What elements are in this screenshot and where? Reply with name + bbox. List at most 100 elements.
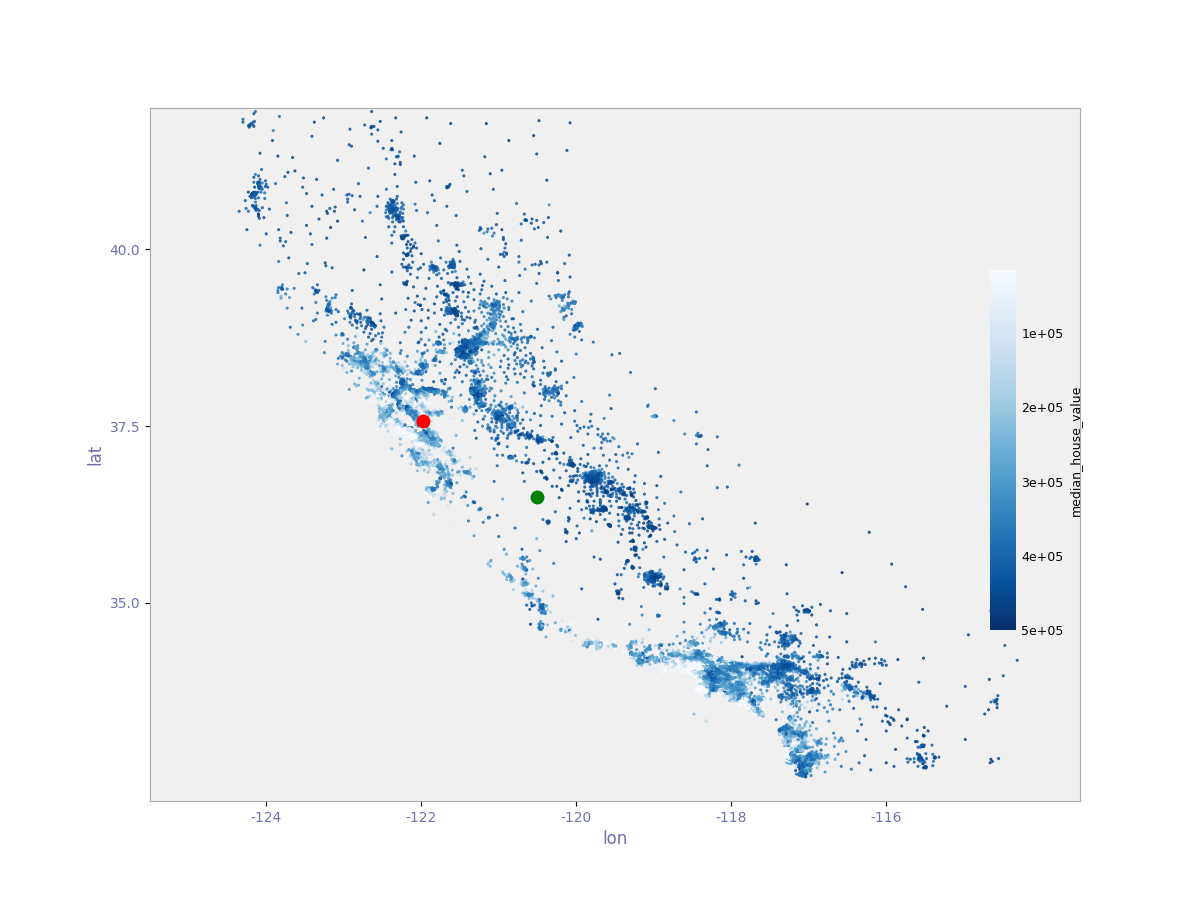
Point: [415, 416, 434, 430]
Point: [911, 754, 930, 769]
Point: [404, 393, 424, 408]
Point: [714, 670, 733, 685]
Point: [484, 310, 503, 324]
Point: [418, 482, 437, 497]
Point: [788, 758, 808, 772]
Point: [461, 341, 480, 356]
Point: [696, 652, 715, 667]
Point: [379, 400, 398, 415]
Point: [400, 400, 419, 415]
Point: [794, 766, 814, 780]
Point: [719, 669, 738, 683]
Point: [432, 302, 451, 317]
Point: [376, 363, 395, 377]
Point: [731, 684, 750, 698]
Point: [689, 663, 708, 678]
Point: [479, 252, 498, 266]
Point: [714, 671, 733, 686]
Point: [618, 446, 637, 460]
Point: [343, 188, 362, 202]
Point: [708, 660, 727, 674]
Point: [473, 337, 492, 351]
Point: [696, 662, 715, 676]
Point: [710, 669, 730, 683]
Point: [793, 760, 812, 774]
Point: [800, 756, 820, 770]
Point: [482, 221, 502, 236]
Point: [402, 426, 421, 440]
Point: [415, 413, 434, 428]
Point: [682, 665, 701, 680]
Point: [406, 410, 425, 424]
Point: [386, 149, 406, 164]
Point: [732, 678, 751, 692]
Point: [442, 476, 461, 491]
Point: [707, 673, 726, 688]
Point: [694, 660, 713, 674]
Point: [685, 653, 704, 668]
Point: [392, 393, 412, 408]
Point: [394, 252, 413, 266]
Point: [380, 351, 400, 365]
Point: [710, 617, 730, 632]
Point: [502, 418, 521, 433]
Point: [376, 403, 395, 418]
Point: [649, 568, 668, 582]
Point: [402, 423, 421, 437]
Point: [456, 337, 475, 351]
Point: [583, 469, 602, 483]
Point: [704, 662, 724, 676]
Point: [730, 675, 749, 689]
Point: [700, 686, 719, 700]
Point: [685, 648, 704, 662]
Point: [679, 664, 698, 679]
Point: [468, 362, 487, 376]
Point: [394, 419, 413, 434]
Point: [398, 401, 418, 416]
Point: [728, 680, 748, 694]
Point: [798, 664, 817, 679]
Point: [865, 692, 884, 706]
Point: [392, 397, 412, 411]
Point: [376, 402, 395, 417]
Point: [450, 346, 469, 360]
Point: [790, 752, 809, 767]
Point: [631, 651, 650, 665]
Point: [382, 228, 401, 242]
Point: [706, 670, 725, 684]
Point: [716, 659, 736, 673]
Point: [338, 194, 358, 209]
Point: [727, 683, 746, 698]
Point: [414, 387, 433, 401]
Point: [404, 408, 424, 422]
Point: [719, 662, 738, 677]
Point: [706, 664, 725, 679]
Point: [413, 390, 432, 404]
Point: [702, 671, 721, 686]
Point: [371, 408, 390, 422]
Point: [404, 382, 424, 397]
Point: [425, 438, 444, 453]
Point: [694, 663, 713, 678]
Point: [746, 698, 766, 713]
Point: [622, 641, 641, 655]
Point: [710, 669, 730, 683]
Point: [359, 350, 378, 365]
Point: [754, 659, 773, 673]
Point: [462, 340, 481, 355]
Point: [374, 410, 394, 424]
Point: [586, 472, 605, 486]
Point: [360, 353, 379, 367]
Point: [768, 670, 787, 685]
Point: [715, 660, 734, 674]
Point: [702, 651, 721, 665]
Point: [707, 662, 726, 677]
Point: [684, 655, 703, 670]
Point: [361, 366, 380, 381]
Point: [750, 553, 769, 567]
Point: [715, 658, 734, 672]
Point: [404, 280, 424, 294]
Point: [397, 399, 416, 413]
Point: [702, 660, 721, 674]
Point: [715, 662, 734, 676]
